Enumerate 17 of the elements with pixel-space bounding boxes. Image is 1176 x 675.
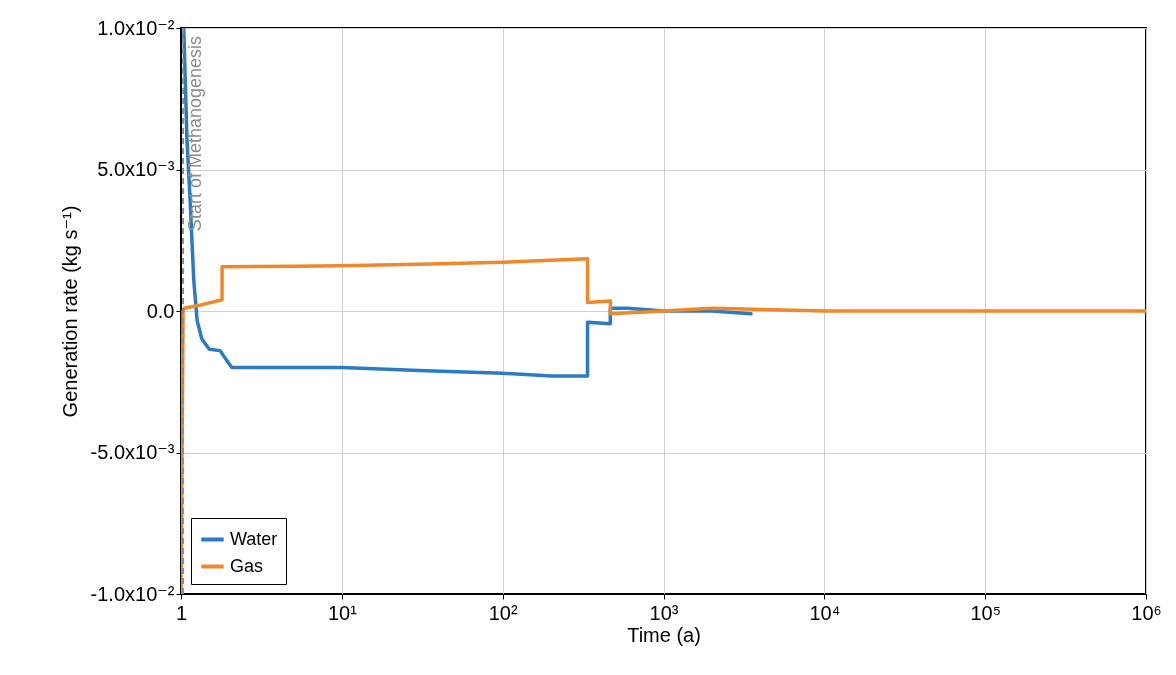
- x-tick-label: 10⁴: [809, 601, 841, 624]
- y-tick-label: -1.0x10⁻²: [90, 582, 175, 605]
- x-tick-label: 10²: [488, 601, 518, 624]
- legend-label: Gas: [230, 555, 264, 576]
- x-tick-label: 1: [175, 601, 188, 624]
- x-tick-label: 10³: [649, 601, 679, 624]
- x-tick-label: 10⁵: [970, 601, 1001, 624]
- y-tick-label: 1.0x10⁻²: [97, 16, 175, 39]
- legend-label: Water: [230, 528, 278, 549]
- y-axis-title: Generation rate (kg s⁻¹): [58, 205, 81, 418]
- x-tick-label: 10¹: [327, 601, 358, 624]
- x-tick-label: 10⁶: [1131, 601, 1162, 624]
- y-tick-label: 5.0x10⁻³: [97, 158, 175, 180]
- y-tick-label: 0.0: [146, 299, 175, 322]
- y-tick-label: -5.0x10⁻³: [90, 441, 175, 463]
- ref-line-label: Start of Methanogenesis: [185, 36, 206, 232]
- x-axis-title: Time (a): [627, 623, 701, 646]
